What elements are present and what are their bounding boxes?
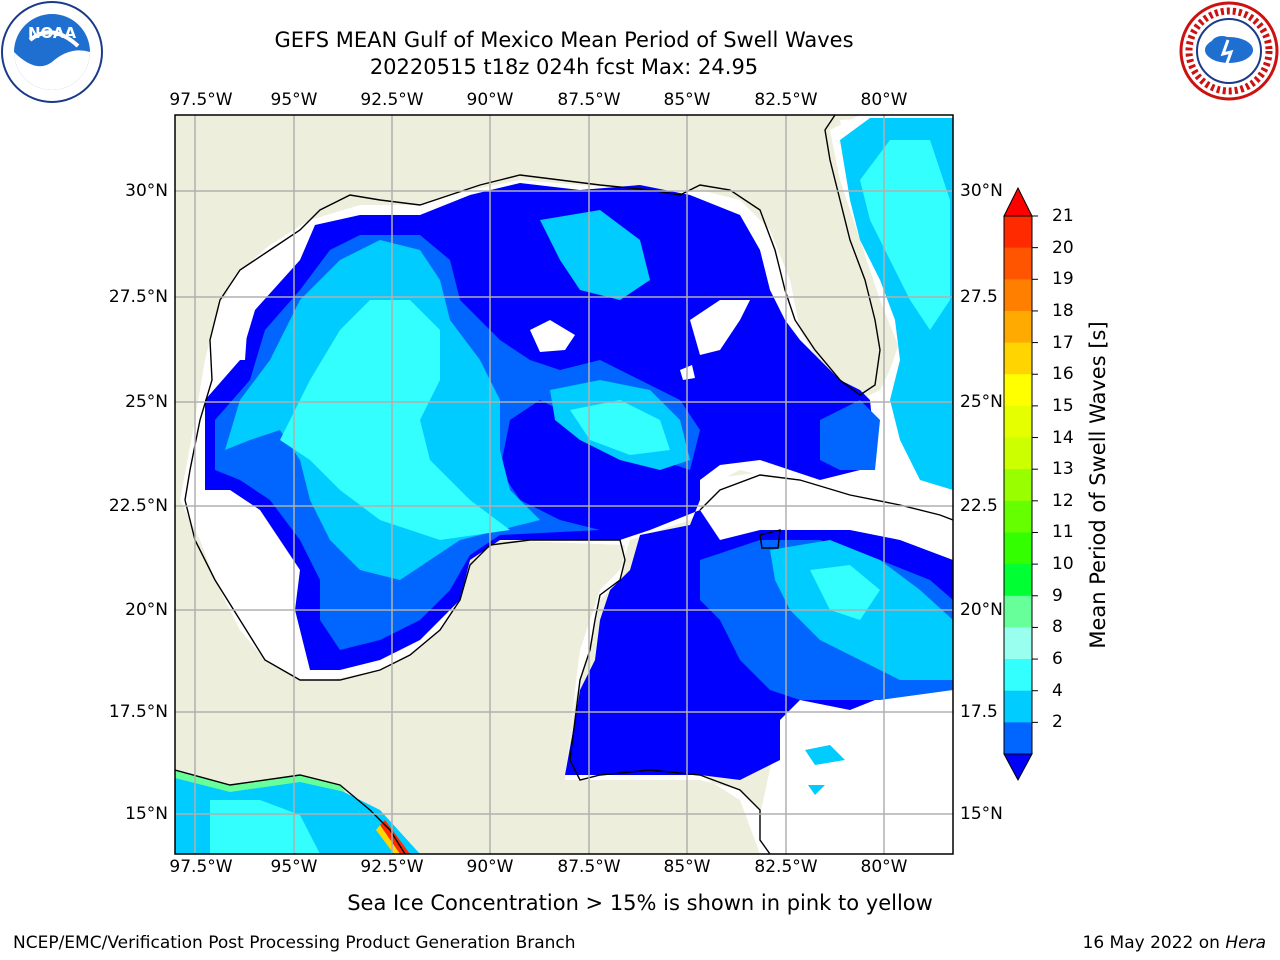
lon-tick-top: 80°W <box>860 90 908 110</box>
colorbar-tick-label: 13 <box>1052 459 1074 480</box>
colorbar-segment <box>1004 342 1032 375</box>
swell-period-field <box>175 118 953 854</box>
lat-tick-right: 25°N <box>960 392 1003 412</box>
lat-tick-left: 17.5°N <box>108 702 168 722</box>
lat-lon-grid <box>175 115 953 854</box>
colorbar-segment <box>1004 469 1032 502</box>
colorbar-frame <box>1003 215 1033 755</box>
colorbar-segment <box>1004 310 1032 344</box>
colorbar-tick-label: 17 <box>1052 332 1074 353</box>
lat-tick-left: 15°N <box>125 804 168 824</box>
colorbar-tick-label: 20 <box>1052 237 1074 258</box>
chart-subtitle: 20220515 t18z 024h fcst Max: 24.95 <box>369 55 759 79</box>
colorbar-tick-label: 4 <box>1052 680 1063 701</box>
colorbar-segment <box>1004 437 1032 470</box>
lon-tick-bot: 87.5°W <box>557 857 621 877</box>
colorbar-segment <box>1004 532 1032 565</box>
colorbar-segment <box>1004 374 1032 407</box>
colorbar-tick-label: 14 <box>1052 427 1074 448</box>
chart-title: GEFS MEAN Gulf of Mexico Mean Period of … <box>274 28 854 52</box>
lon-tick-top: 92.5°W <box>360 90 424 110</box>
lat-tick-left: 30°N <box>125 181 168 201</box>
colorbar-title: Mean Period of Swell Waves [s] <box>1086 321 1110 649</box>
lon-tick-top: 87.5°W <box>557 90 621 110</box>
colorbar-tick-label: 18 <box>1052 300 1074 321</box>
colorbar-segment <box>1004 279 1032 312</box>
lon-tick-top: 97.5°W <box>169 90 233 110</box>
coastline <box>184 115 881 501</box>
lat-tick-left: 27.5°N <box>108 287 168 307</box>
colorbar-segment <box>1004 627 1032 660</box>
lon-tick-top: 82.5°W <box>754 90 818 110</box>
lat-tick-left: 25°N <box>125 392 168 412</box>
colorbar-tick-label: 8 <box>1052 617 1063 638</box>
lat-tick-left: 20°N <box>125 600 168 620</box>
lat-tick-right: 30°N <box>960 181 1003 201</box>
lat-tick-right: 22.5 <box>960 496 998 516</box>
colorbar-segment <box>1004 595 1032 628</box>
lon-tick-bot: 82.5°W <box>754 857 818 877</box>
colorbar-tick-label: 9 <box>1052 585 1063 606</box>
colorbar-tick-label: 15 <box>1052 395 1074 416</box>
nws-logo <box>1179 1 1279 101</box>
lat-tick-right: 17.5 <box>960 702 998 722</box>
noaa-logo-text: NOAA <box>28 24 77 42</box>
lon-tick-bot: 90°W <box>466 857 514 877</box>
lon-tick-bot: 95°W <box>270 857 318 877</box>
colorbar-tick-label: 2 <box>1052 712 1063 733</box>
host-name: Hera <box>1225 933 1266 953</box>
lat-tick-left: 22.5°N <box>108 496 168 516</box>
lon-tick-bot: 97.5°W <box>169 857 233 877</box>
colorbar-tick-label: 11 <box>1052 522 1074 543</box>
lat-tick-right: 15°N <box>960 804 1003 824</box>
colorbar-tick-label: 12 <box>1052 490 1074 511</box>
colorbar-segment <box>1004 216 1032 249</box>
colorbar-segment <box>1004 405 1032 439</box>
colorbar-tick-label: 21 <box>1052 206 1074 226</box>
date-value: 16 May 2022 on <box>1082 933 1226 953</box>
date-text: 16 May 2022 on Hera <box>1083 933 1267 953</box>
map-frame <box>174 114 954 855</box>
colorbar-segment <box>1004 659 1032 692</box>
credit-text: NCEP/EMC/Verification Post Processing Pr… <box>13 933 576 953</box>
colorbar-segment <box>1004 247 1032 280</box>
colorbar-segment <box>1004 564 1032 597</box>
colorbar-over-triangle <box>1003 186 1033 217</box>
lat-tick-right: 20°N <box>960 600 1003 620</box>
lon-tick-top: 85°W <box>663 90 711 110</box>
colorbar-segment <box>1004 500 1032 533</box>
lon-tick-bot: 92.5°W <box>360 857 424 877</box>
lon-tick-top: 90°W <box>466 90 514 110</box>
colorbar-tick-label: 6 <box>1052 649 1063 670</box>
colorbar-tick-label: 19 <box>1052 269 1074 290</box>
lon-tick-top: 95°W <box>270 90 318 110</box>
sea-ice-note: Sea Ice Concentration > 15% is shown in … <box>347 891 933 915</box>
colorbar-segment <box>1004 722 1032 755</box>
colorbar-tick-label: 16 <box>1052 364 1074 385</box>
lat-tick-right: 27.5 <box>960 287 998 307</box>
lon-tick-bot: 80°W <box>860 857 908 877</box>
lon-tick-bot: 85°W <box>663 857 711 877</box>
colorbar-under-triangle <box>1003 753 1033 782</box>
colorbar-tick-label: 10 <box>1052 554 1074 575</box>
colorbar-segment <box>1004 690 1032 723</box>
noaa-logo: NOAA <box>1 1 103 103</box>
